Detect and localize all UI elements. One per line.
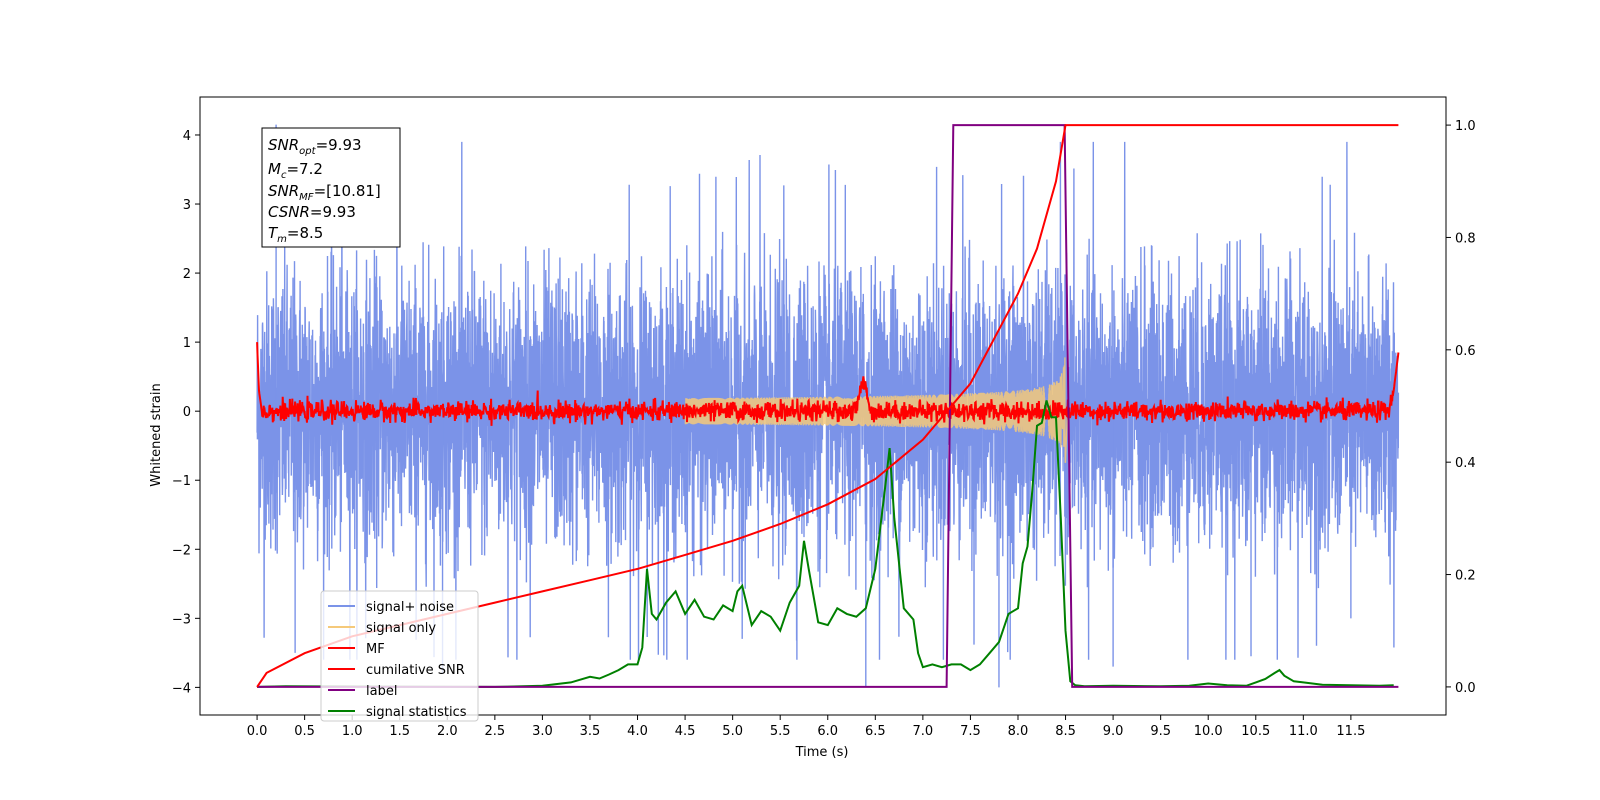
legend-frame bbox=[320, 590, 479, 722]
x-tick-label: 9.5 bbox=[1150, 724, 1171, 739]
x-tick-label: 2.0 bbox=[437, 724, 458, 739]
legend-entry: signal statistics bbox=[366, 705, 467, 720]
mf-line bbox=[256, 342, 1400, 426]
signal-only-line bbox=[684, 357, 1069, 463]
left-tick-label: −4 bbox=[172, 681, 191, 696]
info-csnr: CSNR=9.93 bbox=[268, 203, 356, 221]
left-tick-label: 0 bbox=[183, 405, 191, 420]
left-tick-label: 2 bbox=[183, 267, 191, 282]
x-tick-label: 5.5 bbox=[770, 724, 791, 739]
left-tick-label: −3 bbox=[172, 612, 191, 627]
x-tick-label: 0.0 bbox=[247, 724, 268, 739]
x-tick-label: 1.5 bbox=[389, 724, 410, 739]
x-tick-label: 8.5 bbox=[1055, 724, 1076, 739]
left-tick-label: −2 bbox=[172, 543, 191, 558]
signal-noise-series bbox=[256, 124, 1400, 688]
legend-entry: label bbox=[366, 684, 397, 699]
plot-frame bbox=[199, 96, 1447, 716]
info-snr-opt: SNRopt=9.93 bbox=[268, 136, 362, 157]
legend-entry: signal+ noise bbox=[366, 600, 454, 615]
right-tick-label: 0.6 bbox=[1455, 344, 1476, 359]
right-tick-label: 0.2 bbox=[1455, 569, 1476, 584]
x-axis-ticks: 0.0 0.5 1.0 1.5 2.0 2.5 3.0 3.5 4.0 4.5 5.0 5.5 6.0 6… bbox=[247, 715, 1365, 739]
right-axis-ticks: 0.0 0.2 0.4 0.6 0.8 1.0 bbox=[1446, 119, 1476, 696]
x-tick-label: 9.0 bbox=[1103, 724, 1124, 739]
x-tick-label: 3.5 bbox=[580, 724, 601, 739]
x-tick-label: 11.0 bbox=[1289, 724, 1318, 739]
x-tick-label: 6.5 bbox=[865, 724, 886, 739]
x-tick-label: 6.0 bbox=[817, 724, 838, 739]
legend-entry: signal only bbox=[366, 621, 436, 636]
info-box-frame bbox=[261, 127, 401, 248]
info-mc: Mc=7.2 bbox=[268, 160, 323, 181]
right-tick-label: 1.0 bbox=[1455, 119, 1476, 134]
mf-series bbox=[256, 342, 1400, 426]
left-tick-label: 1 bbox=[183, 336, 191, 351]
legend-entry: MF bbox=[366, 642, 385, 657]
x-tick-label: 2.5 bbox=[485, 724, 506, 739]
x-tick-label: 7.5 bbox=[960, 724, 981, 739]
info-box: SNRopt=9.93 Mc=7.2 SNRMF=[10.81] CSNR=9.… bbox=[261, 127, 401, 248]
x-tick-label: 1.0 bbox=[342, 724, 363, 739]
right-tick-label: 0.4 bbox=[1455, 456, 1476, 471]
legend-entry: cumilative SNR bbox=[366, 663, 465, 678]
y-axis-label: Whitened strain bbox=[149, 383, 164, 486]
info-snr-mf: SNRMF=[10.81] bbox=[268, 182, 381, 203]
info-tm: Tm=8.5 bbox=[268, 224, 323, 245]
signal-noise-line bbox=[256, 141, 1400, 660]
left-tick-label: −1 bbox=[172, 474, 191, 489]
x-tick-label: 8.0 bbox=[1008, 724, 1029, 739]
label-line bbox=[257, 124, 1399, 688]
x-tick-label: 3.0 bbox=[532, 724, 553, 739]
legend: signal+ noise signal only MF cumilative SNR… bbox=[320, 590, 479, 722]
right-tick-label: 0.0 bbox=[1455, 681, 1476, 696]
x-tick-label: 10.5 bbox=[1241, 724, 1270, 739]
x-tick-label: 4.5 bbox=[675, 724, 696, 739]
x-tick-label: 7.0 bbox=[913, 724, 934, 739]
signal-only-series bbox=[684, 357, 1069, 463]
left-axis-ticks: −4 −3 −2 −1 0 1 2 3 4 bbox=[172, 129, 200, 696]
left-tick-label: 3 bbox=[183, 198, 191, 213]
x-tick-label: 11.5 bbox=[1336, 724, 1365, 739]
x-axis-label: Time (s) bbox=[795, 745, 849, 760]
x-tick-label: 4.0 bbox=[627, 724, 648, 739]
x-tick-label: 10.0 bbox=[1194, 724, 1223, 739]
x-tick-label: 0.5 bbox=[294, 724, 315, 739]
left-tick-label: 4 bbox=[183, 129, 191, 144]
right-tick-label: 0.8 bbox=[1455, 231, 1476, 246]
x-tick-label: 5.0 bbox=[722, 724, 743, 739]
